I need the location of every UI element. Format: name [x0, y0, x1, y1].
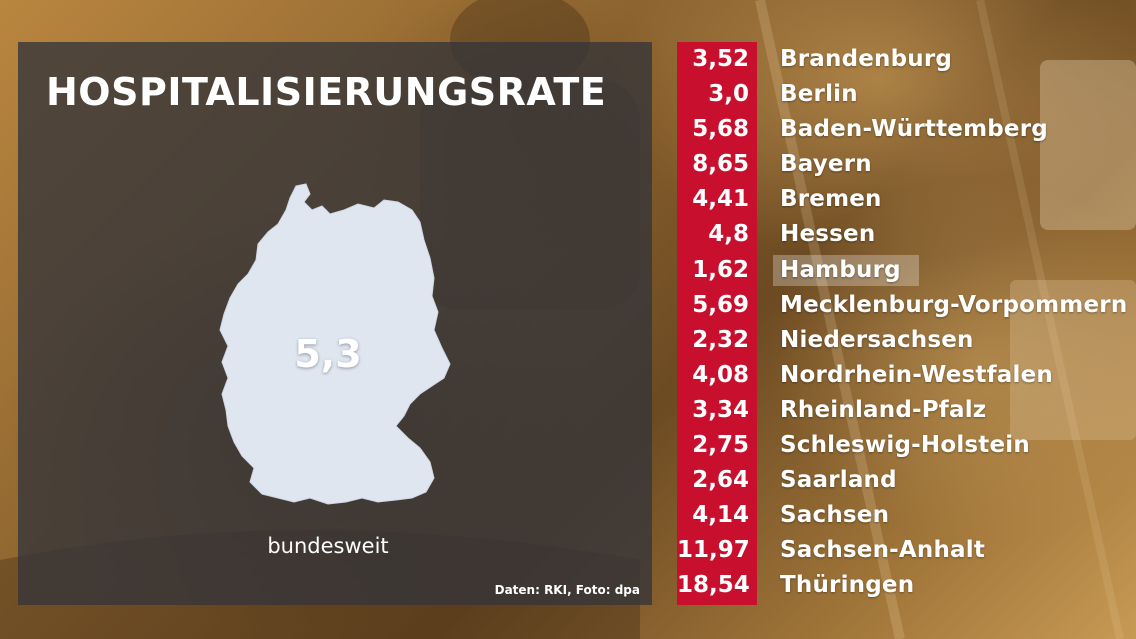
state-name: Mecklenburg-Vorpommern [780, 291, 1128, 318]
state-value: 18,54 [677, 572, 750, 599]
state-name: Sachsen-Anhalt [780, 537, 986, 564]
state-name-highlighted: Hamburg [773, 254, 919, 286]
state-row-bremen: 4,41 Bremen [677, 182, 1136, 217]
state-name: Saarland [780, 467, 897, 494]
values-column-bar [677, 42, 757, 605]
state-row-baden-wuerttemberg: 5,68 Baden-Württemberg [677, 112, 1136, 147]
state-row-thueringen: 18,54 Thüringen [677, 568, 1136, 603]
state-row-bayern: 8,65 Bayern [677, 147, 1136, 182]
state-value: 2,75 [692, 432, 749, 459]
state-list: 3,52 Brandenburg 3,0 Berlin 5,68 Baden-W… [677, 42, 1136, 604]
state-value: 5,68 [692, 116, 749, 143]
state-row-brandenburg: 3,52 Brandenburg [677, 42, 1136, 77]
state-value: 4,14 [692, 502, 749, 529]
state-row-sachsen-anhalt: 11,97 Sachsen-Anhalt [677, 533, 1136, 568]
state-row-mecklenburg-vorpommern: 5,69 Mecklenburg-Vorpommern [677, 288, 1136, 323]
state-name: Bayern [780, 151, 872, 178]
state-name: Schleswig-Holstein [780, 432, 1030, 459]
state-row-saarland: 2,64 Saarland [677, 463, 1136, 498]
summary-panel: HOSPITALISIERUNGSRATE 5,3 bundesweit Dat… [18, 42, 652, 605]
state-value: 4,8 [708, 221, 749, 248]
state-name: Berlin [780, 81, 858, 108]
state-value: 3,52 [692, 46, 749, 72]
state-name: Bremen [780, 186, 882, 213]
state-row-rheinland-pfalz: 3,34 Rheinland-Pfalz [677, 393, 1136, 428]
state-value: 1,62 [692, 256, 749, 283]
national-rate-value: 5,3 [294, 332, 362, 376]
state-row-niedersachsen: 2,32 Niedersachsen [677, 323, 1136, 358]
state-name: Nordrhein-Westfalen [780, 361, 1053, 388]
state-name: Brandenburg [780, 46, 953, 72]
state-value: 4,08 [692, 361, 749, 388]
state-name: Rheinland-Pfalz [780, 396, 987, 423]
state-value: 2,64 [692, 467, 749, 494]
state-row-berlin: 3,0 Berlin [677, 77, 1136, 112]
state-value: 8,65 [692, 151, 749, 178]
state-name: Sachsen [780, 502, 890, 529]
state-row-hessen: 4,8 Hessen [677, 217, 1136, 252]
germany-map-icon [219, 183, 451, 505]
state-value: 4,41 [692, 186, 749, 213]
state-row-hamburg: 1,62 Hamburg [677, 253, 1136, 288]
state-name: Niedersachsen [780, 326, 974, 353]
state-value: 3,34 [692, 396, 749, 423]
state-row-schleswig-holstein: 2,75 Schleswig-Holstein [677, 428, 1136, 463]
state-value: 11,97 [677, 537, 750, 564]
source-credit: Daten: RKI, Foto: dpa [494, 583, 640, 597]
state-name: Baden-Württemberg [780, 116, 1048, 143]
state-value: 3,0 [708, 81, 749, 108]
state-name: Thüringen [780, 572, 915, 599]
national-rate-label: bundesweit [267, 534, 389, 558]
state-row-nordrhein-westfalen: 4,08 Nordrhein-Westfalen [677, 358, 1136, 393]
page-title: HOSPITALISIERUNGSRATE [46, 70, 607, 114]
state-value: 2,32 [692, 326, 749, 353]
state-value: 5,69 [692, 291, 749, 318]
state-name: Hessen [780, 221, 876, 248]
state-row-sachsen: 4,14 Sachsen [677, 498, 1136, 533]
